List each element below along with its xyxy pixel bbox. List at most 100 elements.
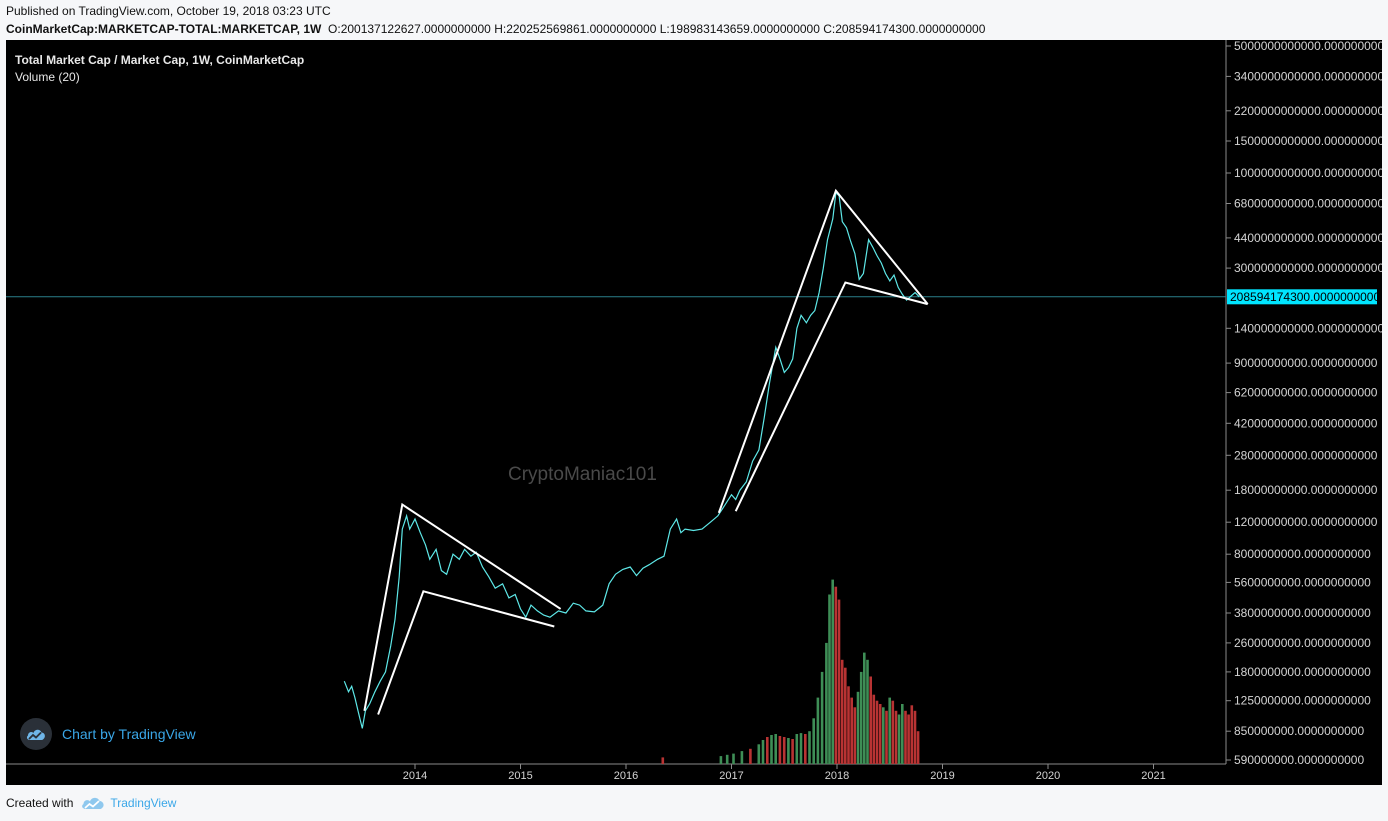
trend-annotation-line[interactable] — [363, 502, 562, 711]
volume-bar — [795, 734, 799, 764]
volume-bar — [774, 734, 777, 764]
volume-bar — [901, 704, 904, 764]
high-value: 220252569861.0000000000 — [506, 22, 657, 36]
price-tick-label: 12000000000.0000000000 — [1234, 515, 1378, 529]
volume-bar — [837, 599, 841, 764]
price-tick-label: 8000000000.0000000000 — [1234, 547, 1371, 561]
volume-bar — [897, 714, 901, 764]
volume-bar — [834, 586, 838, 764]
volume-bar — [732, 753, 735, 764]
volume-bar — [904, 710, 907, 764]
price-tick-label: 680000000000.0000000000 — [1234, 197, 1382, 211]
volume-bar — [719, 756, 723, 764]
volume-bar — [856, 691, 860, 764]
price-tick-label: 28000000000.0000000000 — [1234, 448, 1378, 462]
volume-bar — [872, 694, 876, 764]
volume-bar — [844, 667, 847, 764]
trend-annotation-line[interactable] — [377, 590, 555, 715]
volume-bar — [891, 700, 895, 764]
time-axis[interactable] — [6, 764, 1382, 785]
chart-by-tradingview-label: Chart by TradingView — [62, 726, 196, 742]
volume-bar — [812, 718, 815, 764]
volume-bar — [825, 642, 828, 764]
volume-bar — [791, 739, 794, 764]
price-axis[interactable] — [1226, 40, 1382, 764]
trend-annotations — [363, 188, 929, 715]
footer: Created with TradingView — [6, 796, 176, 810]
volume-bar — [878, 704, 882, 764]
price-tick-label: 1500000000000.0000000000 — [1234, 134, 1382, 148]
volume-bar — [840, 659, 844, 764]
volume-bar — [866, 659, 869, 764]
tradingview-cloud-icon — [20, 718, 52, 750]
trend-annotation-line[interactable] — [717, 188, 929, 514]
created-with-label: Created with — [6, 796, 74, 810]
price-tick-label: 3800000000.0000000000 — [1234, 606, 1371, 620]
chart-legend-title: Total Market Cap / Market Cap, 1W, CoinM… — [15, 53, 305, 67]
volume-bar — [850, 697, 853, 764]
volume-bar — [778, 736, 782, 764]
author-watermark: CryptoManiac101 — [508, 464, 657, 485]
close-label: C: — [823, 22, 836, 36]
volume-bar — [831, 579, 834, 764]
tradingview-link[interactable]: TradingView — [81, 796, 176, 810]
volume-bar — [888, 697, 891, 764]
price-tick-label: 300000000000.0000000000 — [1234, 261, 1382, 275]
open-value: 200137122627.0000000000 — [340, 22, 491, 36]
chart-by-tradingview-badge[interactable]: Chart by TradingView — [20, 718, 196, 750]
volume-bar — [863, 652, 866, 764]
price-tick-label: 90000000000.0000000000 — [1234, 356, 1378, 370]
volume-bar — [828, 594, 831, 764]
trend-annotation-line[interactable] — [734, 281, 928, 512]
price-tick-label: 18000000000.0000000000 — [1234, 483, 1378, 497]
volume-bar — [910, 705, 914, 764]
price-chart[interactable]: 5000000000000.0000000000 3400000000000.00… — [6, 40, 1382, 785]
price-tick-label: 3400000000000.0000000000 — [1234, 69, 1382, 83]
time-tick-label: 2020 — [1036, 770, 1060, 782]
price-tick-label: 1800000000.0000000000 — [1234, 665, 1371, 679]
time-tick-label: 2016 — [614, 770, 638, 782]
symbol-ohlc-line: CoinMarketCap:MARKETCAP-TOTAL:MARKETCAP,… — [6, 22, 985, 36]
open-label: O: — [328, 22, 341, 36]
price-tick-label: 5600000000.0000000000 — [1234, 575, 1371, 589]
volume-bar — [882, 707, 885, 764]
volume-bar — [725, 754, 729, 764]
volume-bar — [907, 714, 910, 764]
price-tick-label: 140000000000.0000000000 — [1234, 321, 1382, 335]
volume-bar — [787, 738, 790, 764]
volume-bar — [894, 710, 898, 764]
tradingview-brand-label: TradingView — [110, 796, 177, 810]
volume-bar — [869, 676, 872, 764]
volume-bars — [661, 579, 920, 764]
chart-legend-volume: Volume (20) — [15, 70, 80, 84]
volume-bar — [799, 733, 803, 764]
volume-bar — [816, 697, 820, 764]
published-line: Published on TradingView.com, October 19… — [6, 4, 331, 18]
price-series-line — [343, 191, 920, 729]
price-tick-label: 2200000000000.0000000000 — [1234, 104, 1382, 118]
time-tick-label: 2019 — [930, 770, 954, 782]
price-tick-label: 2600000000.0000000000 — [1234, 636, 1371, 650]
volume-bar — [757, 744, 761, 764]
symbol-label: CoinMarketCap:MARKETCAP-TOTAL:MARKETCAP,… — [6, 22, 322, 36]
time-tick-label: 2017 — [719, 770, 743, 782]
tradingview-cloud-icon — [82, 797, 104, 809]
volume-bar — [875, 700, 879, 764]
price-axis-ticks: 5000000000000.0000000000 3400000000000.00… — [1226, 40, 1382, 767]
volume-bar — [916, 731, 920, 764]
time-tick-label: 2018 — [825, 770, 849, 782]
close-value: 208594174300.0000000000 — [835, 22, 986, 36]
volume-bar — [661, 757, 665, 764]
last-price-badge — [1227, 289, 1377, 305]
volume-bar — [885, 710, 888, 764]
high-label: H: — [494, 22, 507, 36]
price-tick-label: 62000000000.0000000000 — [1234, 386, 1378, 400]
time-axis-ticks: 2014 2015 2016 2017 2018 2019 2020 2021 — [403, 764, 1166, 782]
volume-bar — [804, 734, 807, 764]
price-tick-label: 850000000.0000000000 — [1234, 724, 1364, 738]
price-tick-label: 1000000000000.0000000000 — [1234, 166, 1382, 180]
volume-bar — [761, 740, 765, 764]
chart-container[interactable]: 5000000000000.0000000000 3400000000000.00… — [6, 40, 1382, 785]
low-value: 198983143659.0000000000 — [669, 22, 820, 36]
volume-bar — [913, 710, 917, 764]
